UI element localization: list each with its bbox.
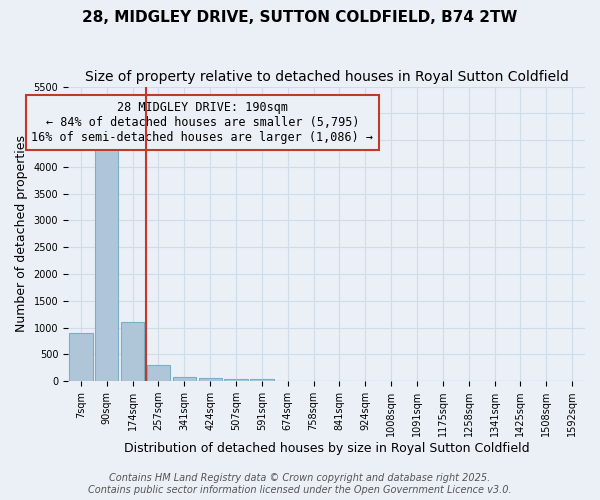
Title: Size of property relative to detached houses in Royal Sutton Coldfield: Size of property relative to detached ho… xyxy=(85,70,568,84)
Bar xyxy=(250,379,274,381)
Text: 28, MIDGLEY DRIVE, SUTTON COLDFIELD, B74 2TW: 28, MIDGLEY DRIVE, SUTTON COLDFIELD, B74… xyxy=(82,10,518,25)
Bar xyxy=(199,378,222,381)
Text: Contains HM Land Registry data © Crown copyright and database right 2025.
Contai: Contains HM Land Registry data © Crown c… xyxy=(88,474,512,495)
X-axis label: Distribution of detached houses by size in Royal Sutton Coldfield: Distribution of detached houses by size … xyxy=(124,442,529,455)
Bar xyxy=(173,377,196,381)
Y-axis label: Number of detached properties: Number of detached properties xyxy=(15,136,28,332)
Bar xyxy=(121,322,144,381)
Text: 28 MIDGLEY DRIVE: 190sqm
← 84% of detached houses are smaller (5,795)
16% of sem: 28 MIDGLEY DRIVE: 190sqm ← 84% of detach… xyxy=(31,102,373,144)
Bar xyxy=(95,135,118,381)
Bar xyxy=(224,378,248,381)
Bar xyxy=(147,365,170,381)
Bar xyxy=(70,333,92,381)
